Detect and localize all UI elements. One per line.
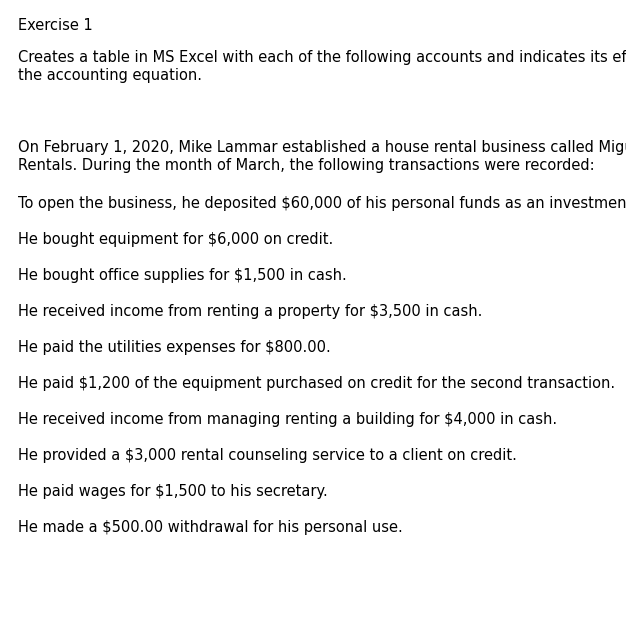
Text: He received income from renting a property for $3,500 in cash.: He received income from renting a proper…	[18, 304, 483, 319]
Text: Creates a table in MS Excel with each of the following accounts and indicates it: Creates a table in MS Excel with each of…	[18, 50, 626, 65]
Text: He received income from managing renting a building for $4,000 in cash.: He received income from managing renting…	[18, 412, 557, 427]
Text: the accounting equation.: the accounting equation.	[18, 68, 202, 83]
Text: He bought office supplies for $1,500 in cash.: He bought office supplies for $1,500 in …	[18, 268, 347, 283]
Text: He bought equipment for $6,000 on credit.: He bought equipment for $6,000 on credit…	[18, 232, 333, 247]
Text: He provided a $3,000 rental counseling service to a client on credit.: He provided a $3,000 rental counseling s…	[18, 448, 517, 463]
Text: He paid wages for $1,500 to his secretary.: He paid wages for $1,500 to his secretar…	[18, 484, 328, 499]
Text: To open the business, he deposited $60,000 of his personal funds as an investmen: To open the business, he deposited $60,0…	[18, 196, 626, 211]
Text: He paid $1,200 of the equipment purchased on credit for the second transaction.: He paid $1,200 of the equipment purchase…	[18, 376, 615, 391]
Text: He made a $500.00 withdrawal for his personal use.: He made a $500.00 withdrawal for his per…	[18, 520, 403, 535]
Text: Exercise 1: Exercise 1	[18, 18, 93, 33]
Text: Rentals. During the month of March, the following transactions were recorded:: Rentals. During the month of March, the …	[18, 158, 595, 173]
Text: He paid the utilities expenses for $800.00.: He paid the utilities expenses for $800.…	[18, 340, 331, 355]
Text: On February 1, 2020, Mike Lammar established a house rental business called Migu: On February 1, 2020, Mike Lammar establi…	[18, 140, 626, 155]
